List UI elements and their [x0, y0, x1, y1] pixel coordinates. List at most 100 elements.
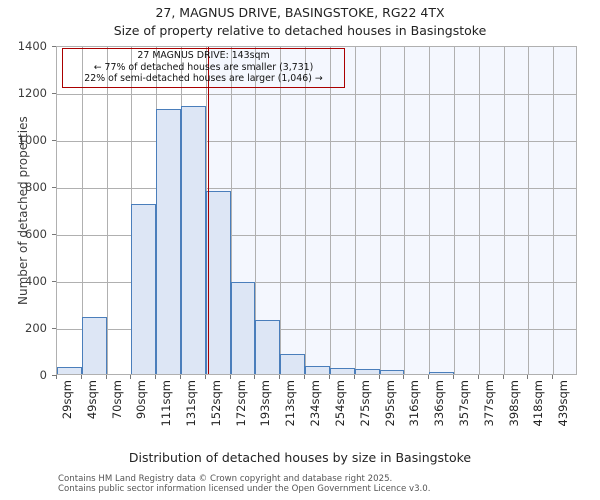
x-tick-label: 234sqm	[308, 380, 323, 427]
y-tick-mark	[52, 234, 56, 235]
bar-29sqm	[57, 366, 82, 374]
y-tick-mark	[52, 46, 56, 47]
bar-172sqm	[230, 282, 256, 374]
footer-line-1: Contains HM Land Registry data © Crown c…	[58, 474, 393, 484]
y-tick-label: 0	[39, 368, 47, 382]
x-tick-label: 213sqm	[283, 380, 298, 427]
chart-subtitle: Size of property relative to detached ho…	[113, 23, 487, 38]
upper-range-shading	[207, 47, 576, 374]
x-tick-label: 29sqm	[60, 380, 74, 420]
x-tick-label: 90sqm	[134, 380, 149, 420]
x-tick-mark	[229, 375, 231, 379]
bar-295sqm	[379, 370, 405, 374]
bar-70sqm	[107, 372, 132, 374]
x-tick-label: 172sqm	[233, 380, 248, 427]
gridline-x-7	[230, 47, 232, 374]
bar-90sqm	[131, 204, 157, 374]
gridline-x-12	[354, 47, 356, 374]
bar-439sqm	[553, 372, 578, 374]
x-tick-mark	[56, 375, 57, 379]
gridline-x-11	[329, 47, 331, 374]
gridline-x-17	[478, 47, 480, 374]
x-tick-mark	[155, 375, 157, 379]
gridline-y-800	[57, 188, 576, 189]
x-tick-mark	[502, 375, 504, 379]
plot-area	[56, 46, 577, 375]
x-tick-label: 377sqm	[481, 380, 496, 427]
x-tick-label: 131sqm	[184, 380, 199, 427]
x-tick-label: 418sqm	[531, 380, 546, 427]
attribution-footer: Contains HM Land Registry data © Crown c…	[58, 474, 430, 495]
y-tick-label: 600	[25, 227, 47, 241]
gridline-y-1000	[57, 141, 576, 142]
x-tick-mark	[180, 375, 182, 379]
gridline-x-13	[379, 47, 381, 374]
x-tick-mark	[105, 375, 107, 379]
y-tick-label: 200	[25, 321, 47, 335]
y-tick-mark	[52, 375, 56, 376]
x-tick-label: 49sqm	[84, 380, 99, 420]
gridline-x-2	[106, 47, 108, 374]
x-tick-label: 357sqm	[456, 380, 471, 427]
x-tick-mark	[428, 375, 430, 379]
x-tick-mark	[403, 375, 405, 379]
annotation-line-3: 22% of semi-detached houses are larger (…	[84, 73, 323, 85]
gridline-x-14	[404, 47, 406, 374]
bar-398sqm	[504, 372, 529, 374]
bar-49sqm	[81, 316, 107, 374]
bar-377sqm	[479, 372, 504, 374]
y-tick-mark	[52, 281, 56, 282]
bar-152sqm	[205, 191, 231, 374]
x-tick-mark	[552, 375, 554, 379]
gridline-y-1200	[57, 94, 576, 95]
bar-254sqm	[329, 368, 355, 374]
x-tick-mark	[353, 375, 355, 379]
gridline-x-16	[453, 47, 455, 374]
bar-418sqm	[528, 372, 553, 374]
x-tick-mark	[279, 375, 281, 379]
x-tick-mark	[452, 375, 454, 379]
annotation-line-2: ← 77% of detached houses are smaller (3,…	[93, 61, 314, 73]
y-tick-mark	[52, 328, 56, 329]
y-tick-label: 400	[25, 274, 47, 288]
bar-336sqm	[429, 372, 454, 374]
x-tick-label: 111sqm	[159, 380, 174, 427]
gridline-x-9	[280, 47, 282, 374]
y-tick-label: 1000	[17, 133, 47, 147]
x-tick-mark	[527, 375, 529, 379]
x-tick-mark	[378, 375, 380, 379]
x-tick-label: 336sqm	[432, 380, 447, 427]
y-tick-mark	[52, 140, 56, 141]
gridline-y-200	[57, 329, 576, 330]
x-tick-label: 70sqm	[109, 380, 124, 420]
gridline-x-18	[503, 47, 505, 374]
x-tick-mark	[80, 375, 82, 379]
x-tick-mark	[304, 375, 306, 379]
x-tick-label: 275sqm	[357, 380, 372, 427]
bar-131sqm	[181, 105, 206, 374]
gridline-x-15	[429, 47, 431, 374]
x-tick-label: 254sqm	[332, 380, 347, 427]
x-tick-label: 193sqm	[258, 380, 273, 427]
annotation-box: 27 MAGNUS DRIVE: 143sqm ← 77% of detache…	[62, 48, 345, 88]
x-tick-mark	[254, 375, 256, 379]
page-title: 27, MAGNUS DRIVE, BASINGSTOKE, RG22 4TX	[155, 5, 445, 20]
x-tick-label: 295sqm	[382, 380, 397, 427]
bar-193sqm	[255, 320, 281, 374]
gridline-x-8	[255, 47, 257, 374]
chart-title-block: 27, MAGNUS DRIVE, BASINGSTOKE, RG22 4TX …	[0, 4, 600, 40]
y-tick-label: 1400	[17, 39, 47, 53]
x-tick-label: 152sqm	[208, 380, 223, 427]
x-tick-mark	[477, 375, 479, 379]
gridline-x-19	[528, 47, 530, 374]
bar-111sqm	[156, 108, 182, 374]
property-size-marker-line	[207, 47, 210, 374]
y-tick-label: 800	[25, 180, 47, 194]
x-tick-label: 439sqm	[556, 380, 571, 427]
gridline-x-10	[305, 47, 307, 374]
gridline-x-20	[553, 47, 555, 374]
y-tick-mark	[52, 187, 56, 188]
x-tick-label: 398sqm	[506, 380, 521, 427]
bar-316sqm	[404, 372, 429, 374]
